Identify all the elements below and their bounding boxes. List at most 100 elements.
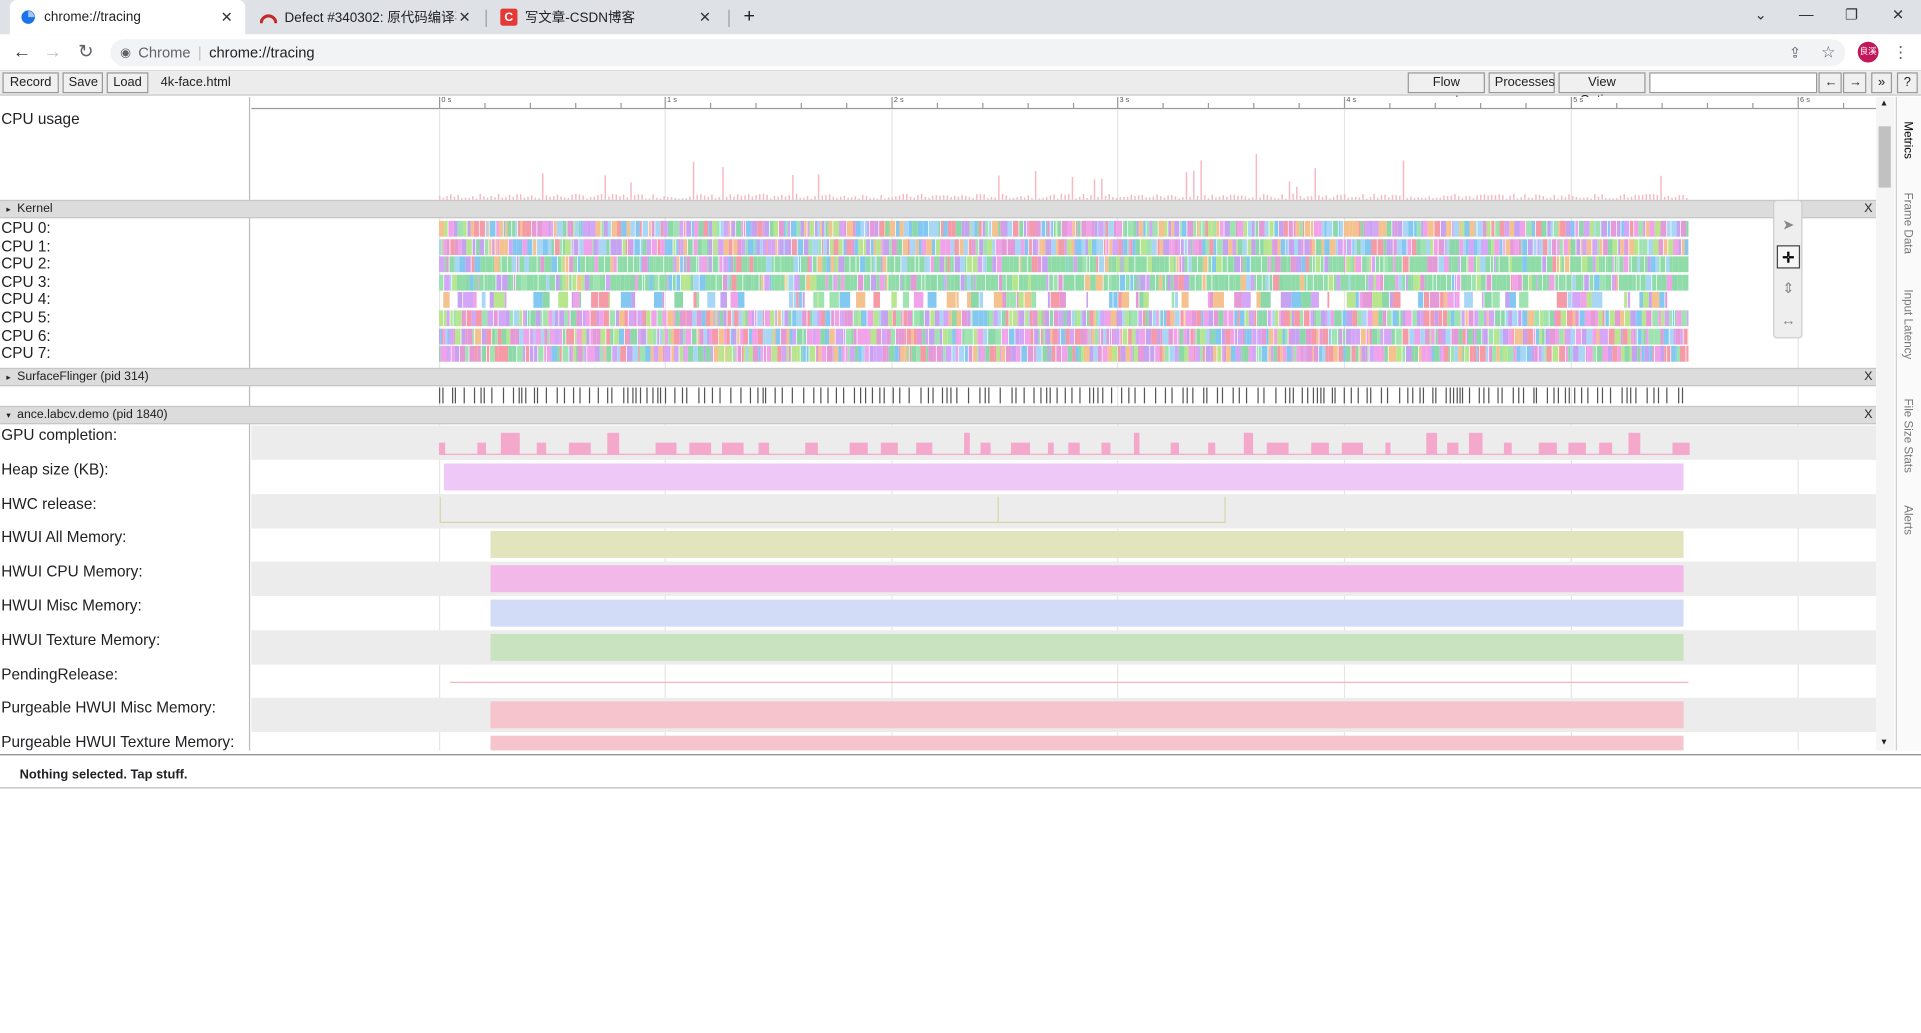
close-tab-icon[interactable]: ✕ <box>220 8 234 26</box>
counter-series-area <box>490 531 1684 559</box>
side-tab-alerts[interactable]: Alerts <box>1900 505 1915 535</box>
cpu-slice-track[interactable] <box>438 328 1689 345</box>
selection-mode-icon[interactable]: ➤ <box>1782 215 1795 233</box>
trace-viewport[interactable]: 0 s 1 s 2 s 3 s 4 s 5 s 6 s CPU usage ▸ Kernel … <box>0 96 1877 751</box>
cpu-slice-track[interactable] <box>439 292 1688 309</box>
help-button[interactable]: ? <box>1896 72 1918 94</box>
vertical-scrollbar[interactable]: ▲ ▼ <box>1876 96 1895 751</box>
new-tab-icon[interactable]: + <box>743 6 755 27</box>
cpu-label: CPU 0: <box>1 219 51 237</box>
close-group-icon[interactable]: X <box>1864 202 1873 216</box>
scrollbar-thumb[interactable] <box>1878 126 1891 188</box>
side-tab-metrics[interactable]: Metrics <box>1900 121 1915 159</box>
expand-arrow-icon[interactable]: ▸ <box>6 373 11 383</box>
find-prev-button[interactable]: ← <box>1818 72 1842 94</box>
zoom-mode-icon[interactable]: ⇕ <box>1782 279 1795 297</box>
ruler-minor-tick <box>1298 103 1300 108</box>
hwc-release-series <box>439 496 1226 523</box>
ruler-tick-label: 2 s <box>893 96 904 105</box>
collapse-arrow-icon[interactable]: ▾ <box>6 412 11 421</box>
save-button[interactable]: Save <box>62 72 104 94</box>
tab-defect[interactable]: Defect #340302: 原代码编译不通 ✕ <box>250 0 483 34</box>
cpu-label: CPU 6: <box>1 326 51 345</box>
ruler-minor-tick <box>484 103 486 108</box>
pan-mode-icon[interactable]: ✛ <box>1776 245 1801 269</box>
counter-label: HWUI Texture Memory: <box>1 631 161 649</box>
load-button[interactable]: Load <box>106 72 149 94</box>
menu-kebab-icon[interactable]: ⋮ <box>1892 42 1909 62</box>
surfaceflinger-group-label: SurfaceFlinger (pid 314) <box>17 370 149 384</box>
ruler-tick-label: 5 s <box>1573 96 1584 105</box>
counter-label: HWUI CPU Memory: <box>1 563 143 581</box>
close-group-icon[interactable]: X <box>1864 370 1873 384</box>
address-bar[interactable]: ◉ Chrome | chrome://tracing <box>110 39 1846 67</box>
counter-series-area <box>443 463 1684 491</box>
app-group-header[interactable]: ▾ ance.labcv.demo (pid 1840) X <box>0 405 1877 425</box>
more-button[interactable]: » <box>1871 72 1893 94</box>
ruler-major-tick <box>891 96 893 108</box>
app-group-label: ance.labcv.demo (pid 1840) <box>17 408 168 422</box>
trace-filename: 4k-face.html <box>160 74 231 90</box>
ruler-minor-tick <box>1027 103 1029 108</box>
kernel-group-header[interactable]: ▸ Kernel X <box>0 199 1877 219</box>
ruler-minor-tick <box>1616 103 1618 108</box>
tab-title: 写文章-CSDN博客 <box>524 11 635 26</box>
ruler-major-tick <box>1343 96 1346 108</box>
close-tab-icon[interactable]: ✕ <box>458 8 471 26</box>
flow-events-button[interactable]: Flow events <box>1407 72 1485 108</box>
scroll-down-icon[interactable]: ▼ <box>1879 738 1889 747</box>
side-tab-frame-data[interactable]: Frame Data <box>1900 192 1915 255</box>
reload-icon[interactable]: ↻ <box>78 41 94 63</box>
window-close-icon[interactable]: ✕ <box>1891 6 1905 24</box>
site-info-icon[interactable]: ◉ <box>120 45 131 60</box>
ruler-minor-tick <box>1661 103 1663 108</box>
record-button[interactable]: Record <box>2 72 59 94</box>
back-icon[interactable]: ← <box>12 41 32 63</box>
tab-search-icon[interactable]: ⌄ <box>1754 6 1767 24</box>
surfaceflinger-group-header[interactable]: ▸ SurfaceFlinger (pid 314) X <box>0 367 1877 387</box>
side-tab-input-latency[interactable]: Input Latency <box>1900 289 1915 360</box>
share-icon[interactable]: ⇪ <box>1788 44 1802 62</box>
tab-csdn[interactable]: C 写文章-CSDN博客 ✕ <box>490 0 723 34</box>
close-tab-icon[interactable]: ✕ <box>698 8 712 26</box>
counter-label: HWUI All Memory: <box>1 528 127 547</box>
bookmark-star-icon[interactable]: ☆ <box>1821 42 1836 62</box>
cpu-slice-track[interactable] <box>438 256 1689 274</box>
ruler-minor-tick <box>1253 103 1255 108</box>
expand-arrow-icon[interactable]: ▸ <box>6 206 11 215</box>
counter-series-area <box>490 735 1684 751</box>
ruler-minor-tick <box>620 103 622 108</box>
ruler-minor-tick <box>1434 103 1436 108</box>
profile-avatar[interactable]: 良溪 <box>1857 41 1879 63</box>
tab-title: chrome://tracing <box>44 9 141 25</box>
cpu-slice-track[interactable] <box>438 274 1689 291</box>
timing-mode-icon[interactable]: ↔ <box>1781 311 1796 329</box>
ruler-minor-tick <box>936 103 939 108</box>
ruler-minor-tick <box>982 103 984 108</box>
forward-icon[interactable]: → <box>43 41 62 63</box>
kernel-group-label: Kernel <box>17 202 53 216</box>
cpu-slice-track[interactable] <box>438 220 1689 238</box>
cpu-slice-track[interactable] <box>438 346 1689 363</box>
cpu-slice-track[interactable] <box>438 238 1689 256</box>
find-input[interactable] <box>1649 72 1818 94</box>
ruler-tick-label: 0 s <box>441 96 452 105</box>
counter-label: GPU completion: <box>1 426 118 444</box>
cpu-slice-track[interactable] <box>438 310 1689 327</box>
ruler-tick-label: 1 s <box>667 96 677 105</box>
cpu-usage-label: CPU usage <box>1 110 80 128</box>
close-group-icon[interactable]: X <box>1864 408 1873 422</box>
restore-icon[interactable]: ❐ <box>1844 6 1859 24</box>
tab-chrome-tracing[interactable]: chrome://tracing ✕ <box>9 0 246 35</box>
minimize-icon[interactable]: — <box>1798 6 1814 24</box>
view-options-button[interactable]: View Options <box>1558 72 1646 108</box>
processes-button[interactable]: Processes <box>1488 72 1555 94</box>
side-tab-file-size-stats[interactable]: File Size Stats <box>1900 398 1915 473</box>
cpu-label: CPU 3: <box>1 273 51 291</box>
time-ruler[interactable]: 0 s 1 s 2 s 3 s 4 s 5 s 6 s <box>251 96 1877 110</box>
counter-series-area <box>490 599 1684 627</box>
find-next-button[interactable]: → <box>1842 72 1867 94</box>
scroll-up-icon[interactable]: ▲ <box>1879 99 1889 108</box>
ruler-minor-tick <box>846 103 848 108</box>
ruler-tick-label: 3 s <box>1119 96 1130 105</box>
